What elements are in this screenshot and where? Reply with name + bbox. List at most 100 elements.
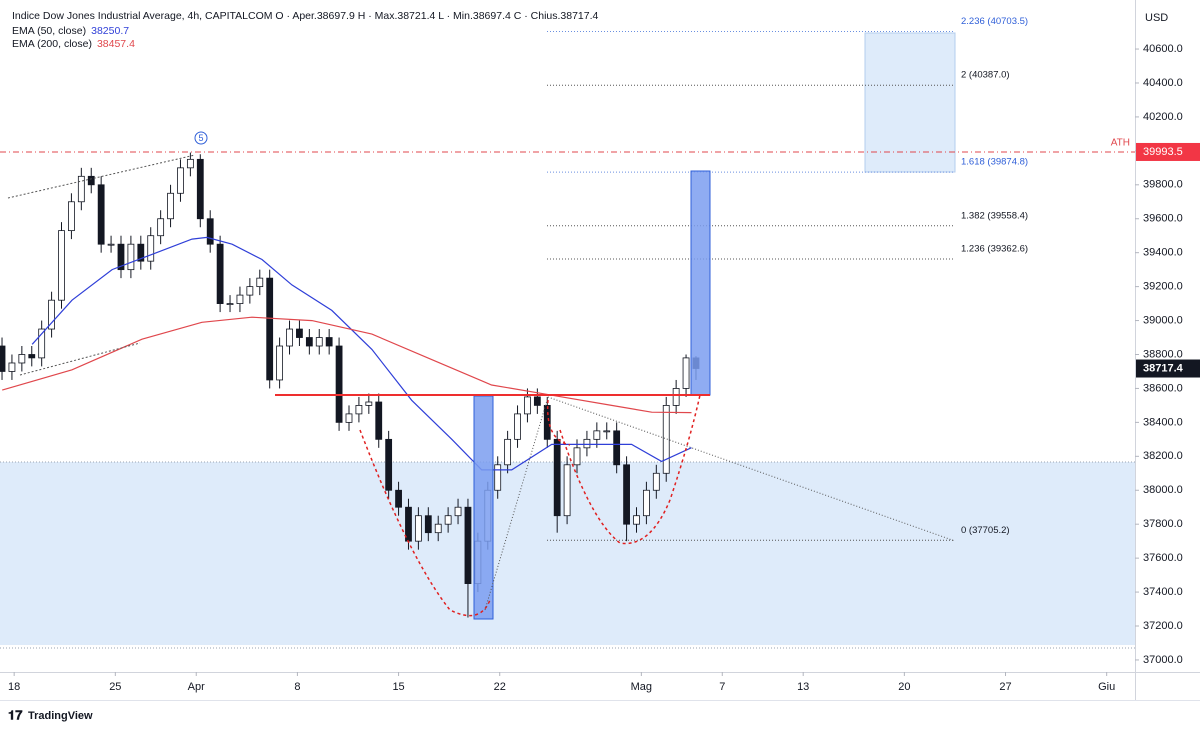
candle-body [563,464,571,517]
candle-body [177,167,184,194]
candle-body [276,345,284,381]
candle-body [157,218,165,237]
candle-body [18,354,26,364]
y-tick-label: 39800.0 [1143,179,1183,191]
candle-body [305,337,313,347]
candle-body [196,158,204,220]
candle-body [623,464,630,525]
candle-body [58,230,65,301]
y-tick-label: 38600.0 [1143,382,1183,394]
candle-body [8,362,16,372]
y-tick-label: 40200.0 [1143,111,1183,123]
y-tick-label: 37000.0 [1143,654,1183,666]
y-tick-label: 37800.0 [1143,518,1183,530]
fib-label: 1.618 (39874.8) [961,157,1028,168]
candle-body [167,192,174,220]
candle-body [38,328,46,359]
candle-body [464,506,472,584]
candle-body [147,235,155,262]
chart-title: Indice Dow Jones Industrial Average, 4h,… [12,10,599,22]
candle-body [385,438,393,491]
legend-value: 38457.4 [97,38,135,50]
candle-body [494,464,502,491]
candle-body [454,506,462,517]
candle-body [286,328,293,347]
x-tick-label: 22 [494,681,506,693]
candle-body [77,175,85,203]
candle-body [434,523,442,534]
candle-body [504,438,512,466]
x-tick-label: Mag [631,681,652,693]
y-tick-label: 39400.0 [1143,247,1183,259]
candle-body [345,413,353,423]
y-tick-label: 39600.0 [1143,213,1183,225]
price-axis: USD 37000.0 37200.0 37400.0 37600.0 37800.0 3… [0,0,1200,700]
candle-body [424,515,432,534]
candle-body [296,328,303,338]
fib-label: 1.382 (39558.4) [961,210,1028,221]
candle-body [573,447,581,466]
candle-body [266,277,274,381]
candle-body [613,430,621,466]
last-price: 38717.4 [1143,362,1184,374]
candle-body [97,184,105,245]
ath-price: 39993.5 [1143,146,1183,158]
y-tick-label: 38800.0 [1143,348,1183,360]
y-tick-label: 39200.0 [1143,281,1183,293]
candle-body [395,489,402,508]
candle-body [355,405,363,415]
candle-body [137,243,145,262]
candle-body [216,243,224,304]
x-tick-label: 27 [999,681,1011,693]
ath-label: ATH [1111,138,1130,149]
x-tick-label: 20 [898,681,910,693]
candle-body [68,201,75,232]
candle-body [335,345,343,423]
ema-line [2,316,692,414]
fib-lines [0,30,1135,541]
legend-name: EMA (50, close) [12,25,86,37]
y-tick-label: 38400.0 [1143,416,1183,428]
x-tick-label: Apr [188,681,205,693]
channel-line [19,342,141,376]
x-tick-label: 25 [109,681,121,693]
candle-body [206,218,214,245]
x-tick-label: 18 [8,681,20,693]
candle-body [414,515,422,542]
last-price-tag [1136,359,1200,378]
candle-body [583,438,591,449]
candle-body [28,354,36,359]
logo-mark: 𝟏𝟕 [8,707,23,722]
candle-body [0,345,6,372]
candle-body [633,515,640,525]
drawings [7,131,956,620]
y-tick-label: 37600.0 [1143,552,1183,564]
fib-label: 2.236 (40703.5) [961,16,1028,27]
currency: USD [1145,12,1168,24]
candle-body [643,489,650,517]
candle-body [186,158,194,169]
left-shoulder-curve [359,429,491,617]
y-tick-label: 37200.0 [1143,620,1183,632]
candle-body [365,401,373,406]
candle-body [375,401,383,440]
wave-marker [194,131,208,145]
candle-body [593,430,601,440]
y-tick-label: 38000.0 [1143,484,1183,496]
head-curve [546,399,571,446]
trend-line [484,396,549,611]
candle-body [662,405,670,474]
candle-body [325,337,333,347]
wave-label: 5 [198,133,203,143]
candle-body [533,396,541,406]
legend-name: EMA (200, close) [12,38,92,50]
x-tick-label: Giu [1098,681,1115,693]
candle-body [48,299,55,330]
candle-body [226,303,234,305]
candle-body [553,438,561,517]
x-tick-label: 7 [719,681,725,693]
candle-body [652,472,660,491]
fib-label: 0 (37705.2) [961,525,1010,536]
y-tick-label: 38200.0 [1143,450,1183,462]
